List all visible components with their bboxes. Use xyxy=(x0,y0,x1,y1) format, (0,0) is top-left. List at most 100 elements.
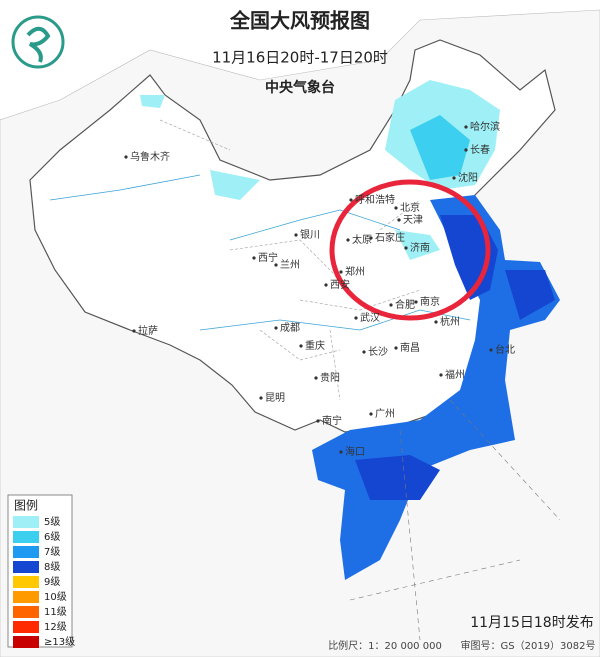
city-label: 太原 xyxy=(352,233,372,246)
city-dot xyxy=(489,348,493,352)
city-dot xyxy=(346,238,350,242)
city-label: 沈阳 xyxy=(458,171,478,184)
city-label: 郑州 xyxy=(345,265,365,278)
legend-label: 6级 xyxy=(44,531,60,543)
city-dot xyxy=(339,450,343,454)
legend-label: 8级 xyxy=(44,561,60,573)
wind-area xyxy=(140,95,165,108)
legend-swatch xyxy=(13,636,39,648)
wind-area xyxy=(210,170,260,200)
city-label: 重庆 xyxy=(305,339,325,352)
city-label: 福州 xyxy=(445,368,465,381)
city-dot xyxy=(274,326,278,330)
city-label: 昆明 xyxy=(265,392,285,404)
city-label: 北京 xyxy=(400,201,420,214)
city-dot xyxy=(349,198,353,202)
city-dot xyxy=(369,412,373,416)
city-label: 长沙 xyxy=(368,346,388,358)
city-label: 南昌 xyxy=(400,341,420,354)
province-boundaries xyxy=(159,119,421,401)
highlight-circle xyxy=(329,179,491,321)
legend-swatch xyxy=(13,621,39,633)
city-label: 乌鲁木齐 xyxy=(130,150,170,163)
legend-label: 10级 xyxy=(44,591,67,603)
city-label: 成都 xyxy=(280,322,300,334)
wind-areas xyxy=(140,80,560,580)
city-label: 台北 xyxy=(495,343,515,356)
city-dot xyxy=(294,233,298,237)
wind-area xyxy=(410,115,470,180)
title: 全国大风预报图 xyxy=(229,9,370,33)
issued: 11月15日18时发布 xyxy=(470,615,593,631)
scale: 比例尺：1：20 000 000 xyxy=(328,639,442,652)
legend-swatch xyxy=(13,576,39,588)
city-dot xyxy=(354,316,358,320)
city-label: 石家庄 xyxy=(375,231,405,244)
city-dot xyxy=(414,300,418,304)
city-dot xyxy=(394,206,398,210)
city-label: 拉萨 xyxy=(138,324,158,337)
city-dot xyxy=(397,218,401,222)
city-label: 南宁 xyxy=(322,414,342,427)
city-dot xyxy=(274,263,278,267)
city-dot xyxy=(132,329,136,333)
city-dot xyxy=(259,396,263,400)
legend-label: ≥13级 xyxy=(44,636,75,648)
legend-label: 5级 xyxy=(44,516,60,528)
logo-mark xyxy=(26,26,51,63)
city-dot xyxy=(314,376,318,380)
city-label: 武汉 xyxy=(360,311,380,324)
legend-swatch xyxy=(13,561,39,573)
logo xyxy=(11,15,65,69)
city-dot xyxy=(299,344,303,348)
city-dot xyxy=(464,148,468,152)
city-dot xyxy=(464,125,468,129)
sea-lines xyxy=(349,399,561,641)
legend-swatch xyxy=(13,516,39,528)
city-dot xyxy=(362,350,366,354)
legend-label: 12级 xyxy=(44,621,67,633)
legend-title: 图例 xyxy=(14,499,38,513)
review-number: 审图号：GS（2019）3082号 xyxy=(461,639,596,652)
legend-swatch xyxy=(13,606,39,618)
city-label: 杭州 xyxy=(440,315,460,328)
legend-items: 5级 6级 7级 8级 9级 10级 11级 12级 ≥13级 xyxy=(13,516,75,648)
city-dot xyxy=(339,270,343,274)
city-dot xyxy=(389,303,393,307)
city-dot xyxy=(316,419,320,423)
legend-label: 7级 xyxy=(44,546,60,558)
city-label: 西宁 xyxy=(258,251,278,264)
city-dot xyxy=(124,155,128,159)
city-dot xyxy=(394,346,398,350)
period: 11月16日20时-17日20时 xyxy=(212,49,388,67)
legend-label: 11级 xyxy=(44,606,67,618)
legend-swatch xyxy=(13,591,39,603)
wind-area xyxy=(355,455,440,500)
city-label: 西安 xyxy=(330,278,350,291)
city-label: 南京 xyxy=(420,295,440,308)
city-dot xyxy=(324,283,328,287)
city-label: 天津 xyxy=(403,214,423,226)
city-label: 贵阳 xyxy=(320,371,340,384)
legend-swatch xyxy=(13,531,39,543)
city-label: 济南 xyxy=(410,241,430,254)
city-label: 兰州 xyxy=(280,258,300,271)
city-label: 合肥 xyxy=(395,298,415,311)
wind-area xyxy=(395,230,440,260)
city-label: 长春 xyxy=(470,144,490,156)
city-label: 哈尔滨 xyxy=(470,120,500,133)
legend-swatch xyxy=(13,546,39,558)
wind-area xyxy=(505,270,555,320)
city-dot xyxy=(434,320,438,324)
city-label: 海口 xyxy=(345,445,365,458)
city-label: 银川 xyxy=(300,228,320,241)
issuer: 中央气象台 xyxy=(265,79,335,96)
city-dot xyxy=(439,373,443,377)
city-dot xyxy=(452,176,456,180)
legend-label: 9级 xyxy=(44,576,60,588)
city-label: 呼和浩特 xyxy=(355,194,395,206)
city-dot xyxy=(404,246,408,250)
